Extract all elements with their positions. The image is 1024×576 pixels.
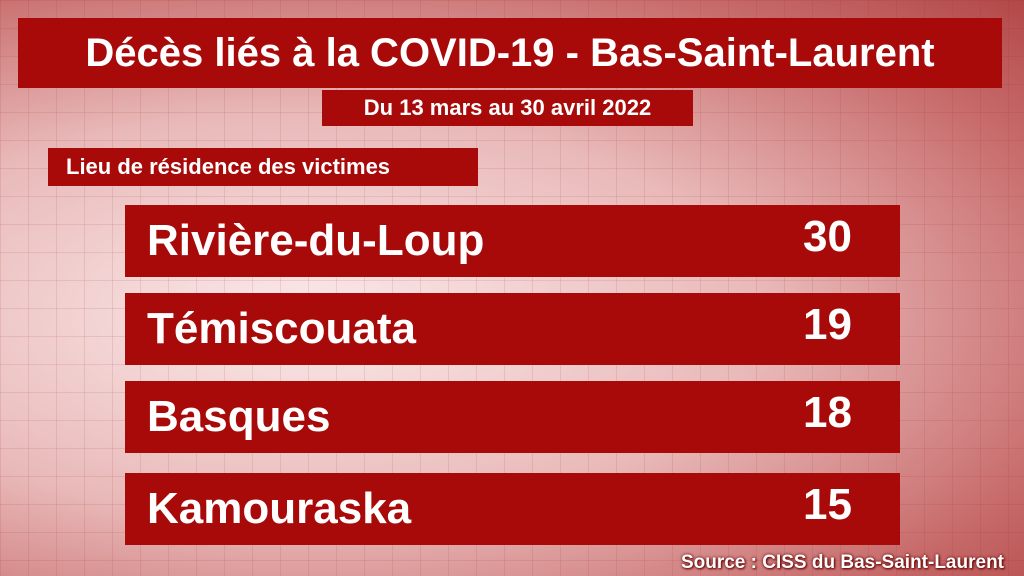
row-value: 15 [803,480,852,529]
table-row: Basques 18 [125,381,900,453]
table-row: Témiscouata 19 [125,293,900,365]
table-row: Kamouraska 15 [125,473,900,545]
row-name: Témiscouata [147,304,416,353]
row-name: Basques [147,392,331,441]
row-value: 30 [803,212,852,261]
source: Source : CISS du Bas-Saint-Laurent [680,552,1004,573]
row-name: Rivière-du-Loup [147,216,485,265]
subtitle: Du 13 mars au 30 avril 2022 [322,90,693,126]
table-row: Rivière-du-Loup 30 [125,205,900,277]
title: Décès liés à la COVID-19 - Bas-Saint-Lau… [18,18,1002,88]
section-label: Lieu de résidence des victimes [48,148,478,186]
row-value: 18 [803,388,852,437]
row-value: 19 [803,300,852,349]
row-name: Kamouraska [147,484,412,533]
